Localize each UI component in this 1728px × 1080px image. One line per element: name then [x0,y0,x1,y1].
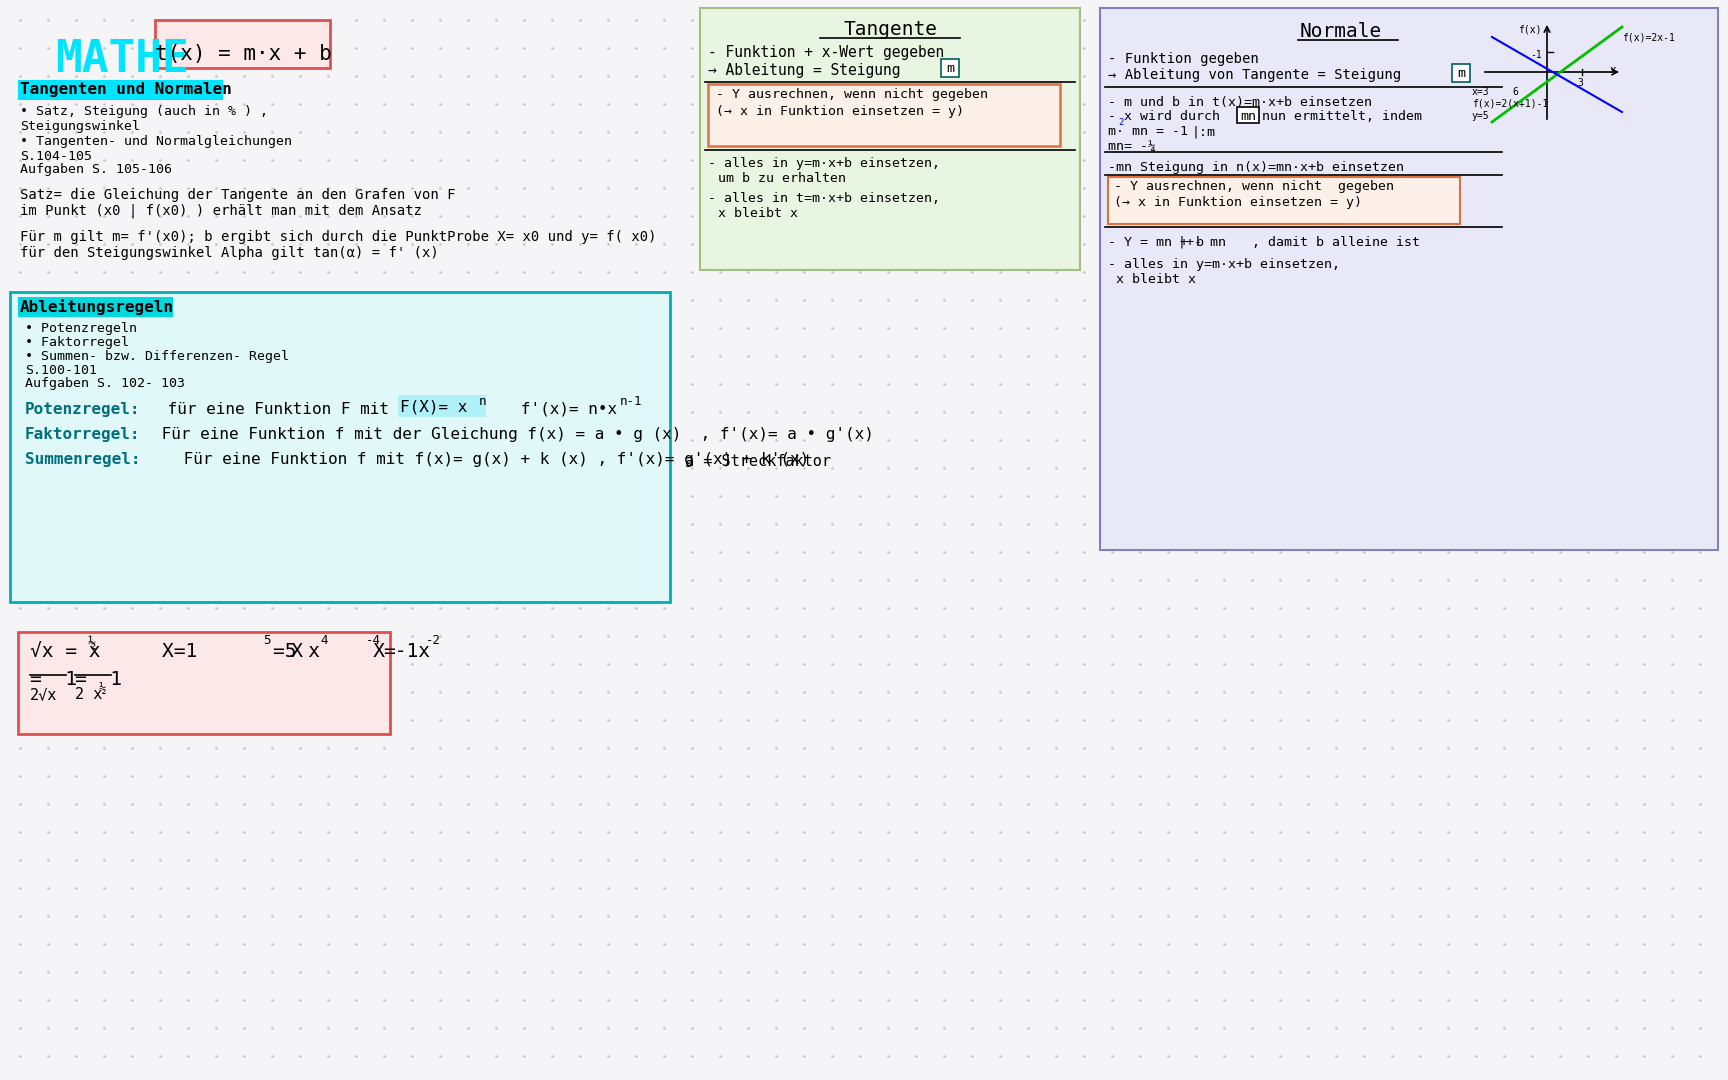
Text: Für eine Funktion f mit f(x)= g(x) + k (x) , f'(x)= g'(x) + k'(x): Für eine Funktion f mit f(x)= g(x) + k (… [175,453,809,467]
Text: X=1        X: X=1 X [116,642,302,661]
Text: - Y ausrechnen, wenn nicht gegeben: - Y ausrechnen, wenn nicht gegeben [715,87,988,102]
Text: t(x) = m·x + b: t(x) = m·x + b [154,44,332,64]
Text: , damit b alleine ist: , damit b alleine ist [1253,237,1420,249]
Text: (→ x in Funktion einsetzen = y): (→ x in Funktion einsetzen = y) [1115,195,1362,210]
Text: für eine Funktion F mit: für eine Funktion F mit [157,402,399,417]
Text: x bleibt x: x bleibt x [719,207,798,220]
Text: x: x [1610,65,1617,75]
Text: f'(x)= n•x: f'(x)= n•x [492,402,617,417]
Text: F(X)= x: F(X)= x [399,399,467,414]
Text: m: m [945,62,954,75]
Text: m· mn = -1: m· mn = -1 [1108,125,1189,138]
Text: S.104-105: S.104-105 [21,150,92,163]
FancyBboxPatch shape [17,80,223,100]
Text: • Summen- bzw. Differenzen- Regel: • Summen- bzw. Differenzen- Regel [24,350,289,363]
FancyBboxPatch shape [397,395,486,417]
Text: Aufgaben S. 102- 103: Aufgaben S. 102- 103 [24,377,185,390]
Text: Satz= die Gleichung der Tangente an den Grafen von F: Satz= die Gleichung der Tangente an den … [21,188,456,202]
Text: • Tangenten- und Normalgleichungen: • Tangenten- und Normalgleichungen [21,135,292,148]
Text: Ableitungsregeln: Ableitungsregeln [21,299,175,315]
Text: - Y ausrechnen, wenn nicht  gegeben: - Y ausrechnen, wenn nicht gegeben [1115,180,1394,193]
Text: um b zu erhalten: um b zu erhalten [719,172,847,185]
Text: -4: -4 [366,634,380,647]
Text: - m und b in t(x)=m·x+b einsetzen: - m und b in t(x)=m·x+b einsetzen [1108,96,1372,109]
FancyBboxPatch shape [156,21,330,68]
Text: - Funktion + x-Wert gegeben: - Funktion + x-Wert gegeben [708,45,943,60]
Text: → Ableitung von Tangente = Steigung: → Ableitung von Tangente = Steigung [1108,68,1401,82]
Text: |+- mn: |+- mn [1178,237,1225,249]
Text: (→ x in Funktion einsetzen = y): (→ x in Funktion einsetzen = y) [715,105,964,118]
Text: a = Streckfaktor: a = Streckfaktor [684,454,831,469]
FancyBboxPatch shape [1237,107,1260,123]
Text: 3: 3 [1578,78,1583,87]
Text: =5 x: =5 x [273,642,320,661]
Text: =  1: = 1 [29,670,78,689]
FancyBboxPatch shape [17,632,391,734]
FancyBboxPatch shape [708,84,1059,146]
Text: mn: mn [1241,110,1256,123]
Text: Aufgaben S. 105-106: Aufgaben S. 105-106 [21,163,173,176]
Text: 2 x: 2 x [74,687,102,702]
Text: -2: -2 [427,634,441,647]
Text: für den Steigungswinkel Alpha gilt tan(α) = f' (x): für den Steigungswinkel Alpha gilt tan(α… [21,246,439,260]
Text: 5: 5 [263,634,271,647]
Text: n: n [479,395,487,408]
Text: =  1: = 1 [74,670,123,689]
Text: X: X [339,642,385,661]
Text: 2: 2 [1118,118,1123,127]
Text: - x wird durch: - x wird durch [1108,110,1220,123]
Text: y=5: y=5 [1472,111,1490,121]
FancyBboxPatch shape [10,292,670,602]
Text: n-1: n-1 [620,395,643,408]
Text: Faktorregel:: Faktorregel: [24,427,140,442]
Text: 2√x: 2√x [29,687,57,702]
Text: -mn Steigung in n(x)=mn·x+b einsetzen: -mn Steigung in n(x)=mn·x+b einsetzen [1108,161,1403,174]
Text: x bleibt x: x bleibt x [1116,273,1196,286]
Text: f(x)=2x-1: f(x)=2x-1 [1623,32,1674,42]
FancyBboxPatch shape [17,297,173,318]
Text: MATHE: MATHE [55,38,188,81]
Text: → Ableitung = Steigung: → Ableitung = Steigung [708,63,900,78]
Text: Summenregel:: Summenregel: [24,453,140,467]
FancyBboxPatch shape [1452,64,1471,82]
Text: - Y = mn + b: - Y = mn + b [1108,237,1204,249]
Text: Steigungswinkel: Steigungswinkel [21,120,140,133]
Text: 4: 4 [320,634,328,647]
Text: im Punkt (x0 | f(x0) ) erhält man mit dem Ansatz: im Punkt (x0 | f(x0) ) erhält man mit de… [21,204,422,218]
Text: - alles in t=m·x+b einsetzen,: - alles in t=m·x+b einsetzen, [708,192,940,205]
Text: |:m: |:m [1192,125,1217,138]
FancyBboxPatch shape [700,8,1080,270]
FancyBboxPatch shape [1108,177,1460,224]
Text: 6: 6 [1512,87,1517,97]
FancyBboxPatch shape [1101,8,1718,550]
Text: Tangente: Tangente [843,21,937,39]
Text: - Funktion gegeben: - Funktion gegeben [1108,52,1258,66]
Text: Normale: Normale [1299,22,1382,41]
Text: m: m [1457,67,1465,80]
Text: x=3: x=3 [1472,87,1490,97]
Text: - alles in y=m·x+b einsetzen,: - alles in y=m·x+b einsetzen, [708,157,940,170]
Text: nun ermittelt, indem: nun ermittelt, indem [1261,110,1422,123]
Text: S.100-101: S.100-101 [24,364,97,377]
Text: Für m gilt m= f'(x0); b ergibt sich durch die PunktProbe X= x0 und y= f( x0): Für m gilt m= f'(x0); b ergibt sich durc… [21,230,657,244]
Text: - alles in y=m·x+b einsetzen,: - alles in y=m·x+b einsetzen, [1108,258,1339,271]
Text: =-1x: =-1x [384,642,430,661]
Text: mn= -¼: mn= -¼ [1108,140,1156,153]
Text: ½: ½ [88,636,97,650]
Text: ½: ½ [98,681,107,696]
Text: Für eine Funktion f mit der Gleichung f(x) = a • g (x)  , f'(x)= a • g'(x): Für eine Funktion f mit der Gleichung f(… [152,427,874,442]
Text: Potenzregel:: Potenzregel: [24,402,140,417]
Text: • Potenzregeln: • Potenzregeln [24,322,137,335]
Text: • Faktorregel: • Faktorregel [24,336,130,349]
Text: f(x): f(x) [1519,24,1541,33]
Text: -1: -1 [1531,50,1541,60]
Text: √x = x: √x = x [29,642,100,661]
Text: • Satz, Steigung (auch in % ) ,: • Satz, Steigung (auch in % ) , [21,105,268,118]
FancyBboxPatch shape [942,59,959,77]
Text: Tangenten und Normalen: Tangenten und Normalen [21,82,232,97]
Text: f(x)=2(x+1)-1: f(x)=2(x+1)-1 [1472,99,1548,109]
